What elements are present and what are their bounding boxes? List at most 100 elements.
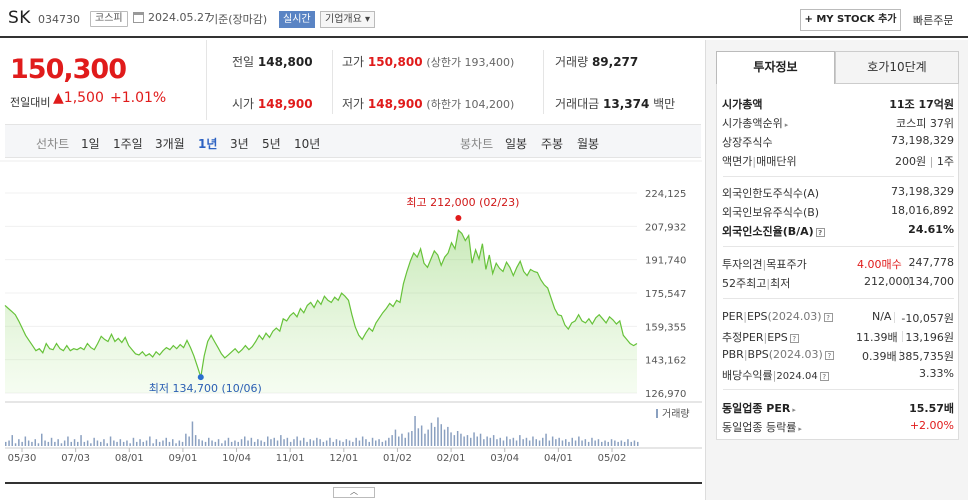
volume-bar <box>299 440 302 446</box>
volume-bar <box>607 441 609 446</box>
help-icon[interactable]: ? <box>815 227 825 237</box>
chart-period-bar: 선차트 1일 1주일 3개월 1년 3년 5년 10년 봉차트 일봉 주봉 월봉 <box>5 124 701 158</box>
volume-bar <box>443 429 446 446</box>
candle-weekly[interactable]: 주봉 <box>541 137 564 151</box>
volume-bar <box>597 439 600 446</box>
volume-bar <box>587 441 590 446</box>
volume-bar <box>322 441 325 446</box>
y-tick-label: 191,740 <box>645 256 686 267</box>
volume-bar <box>250 437 253 446</box>
volume-bar <box>234 440 236 446</box>
collapse-chart-button[interactable]: ︿ <box>333 487 375 498</box>
my-stock-label: MY STOCK 추가 <box>816 14 897 25</box>
volume-bar <box>41 433 43 446</box>
volume-bar <box>420 425 423 446</box>
volume-bar <box>637 441 639 446</box>
volume-bar <box>152 443 154 446</box>
volume-bar <box>90 443 92 446</box>
help-icon[interactable]: ? <box>819 371 829 381</box>
company-overview-dropdown[interactable]: 기업개요 ▾ <box>320 11 376 28</box>
volume-bar <box>47 441 50 446</box>
volume-bar <box>489 437 492 446</box>
volume-bar <box>450 432 452 446</box>
x-tick-label: 11/01 <box>276 453 305 464</box>
volume-bar <box>555 439 557 446</box>
volume-bar <box>237 441 239 446</box>
y-tick-label: 126,970 <box>645 389 686 400</box>
volume-bar <box>483 439 485 446</box>
quick-order-link[interactable]: 빠른주문 <box>913 14 954 27</box>
volume-bar <box>100 441 102 446</box>
volume-bar <box>447 426 449 446</box>
price-line <box>4 229 638 378</box>
x-tick-label: 04/01 <box>544 453 573 464</box>
my-stock-add-button[interactable]: + MY STOCK 추가 <box>800 9 901 31</box>
period-3m[interactable]: 3개월 <box>155 137 185 151</box>
volume-bar <box>247 440 249 446</box>
volume-bar <box>519 435 521 446</box>
period-1y[interactable]: 1년 <box>198 137 218 151</box>
volume-bar <box>532 436 534 446</box>
volume-bar <box>565 439 567 446</box>
quote-date: 2024.05.27 <box>148 11 211 24</box>
volume-bar <box>37 443 40 446</box>
caret-right-icon: ▸ <box>792 406 796 414</box>
volume-bar <box>623 441 626 446</box>
period-3y[interactable]: 3년 <box>230 137 249 151</box>
volume-bar <box>309 439 311 446</box>
quote-basis: 기준(장마감) <box>208 13 268 26</box>
realtime-button[interactable]: 실시간 <box>279 11 315 28</box>
volume-bar <box>73 439 76 446</box>
volume-bar <box>214 441 217 446</box>
candle-daily[interactable]: 일봉 <box>505 137 528 151</box>
volume-bar <box>122 441 125 446</box>
stock-name: SK <box>8 8 31 28</box>
volume-bar <box>440 424 442 446</box>
info-tabs: 투자정보 호가10단계 <box>716 51 959 84</box>
sector-change-row[interactable]: 동일업종 등락률 ▸ +2.00% <box>722 419 954 434</box>
market-cap-rank-row[interactable]: 시가총액순위 ▸ 코스피 37위 <box>722 117 954 130</box>
volume-bar <box>548 440 551 446</box>
opinion-row: 투자의견|목표주가 4.00매수 247,778 <box>722 256 954 271</box>
low-annotation: 최저 134,700 (10/06) <box>149 382 262 395</box>
volume-bar <box>80 435 82 446</box>
volume-bar <box>280 435 282 446</box>
period-5y[interactable]: 5년 <box>262 137 281 151</box>
volume-bar <box>83 441 86 446</box>
period-1d[interactable]: 1일 <box>81 137 100 151</box>
volume-bar <box>303 437 305 446</box>
period-1w[interactable]: 1주일 <box>113 137 143 151</box>
volume-bar <box>506 436 508 446</box>
help-icon[interactable]: ? <box>789 333 799 343</box>
tab-order-book[interactable]: 호가10단계 <box>835 51 959 84</box>
period-10y[interactable]: 10년 <box>294 137 321 151</box>
tab-investment-info[interactable]: 투자정보 <box>716 51 835 84</box>
current-price-panel: 150,300 전일대비 ▲1,500 +1.01% <box>0 40 205 120</box>
volume-bar <box>515 440 518 446</box>
trade-amount: 거래대금 13,374 백만 <box>555 97 676 111</box>
caret-right-icon: ▸ <box>784 121 789 129</box>
divider <box>723 176 954 177</box>
volume-bar <box>617 441 619 446</box>
candle-monthly[interactable]: 월봉 <box>577 137 600 151</box>
help-icon[interactable]: ? <box>824 350 834 360</box>
foreign-limit-row: 외국인한도주식수(A) 73,198,329 <box>722 185 954 200</box>
volume-bar <box>456 431 459 446</box>
volume-bar <box>502 440 505 446</box>
price-area-fill <box>5 230 637 393</box>
pbr-row: PBR|BPS(2024.03)? 0.39배 385,735원 <box>722 348 954 363</box>
week52-row: 52주최고|최저 212,000 134,700 <box>722 275 954 290</box>
volume-bar <box>401 433 403 446</box>
volume-bar <box>136 441 138 446</box>
help-icon[interactable]: ? <box>823 312 833 322</box>
sector-per-row[interactable]: 동일업종 PER ▸ 15.57배 <box>722 402 954 415</box>
volume-bar <box>60 443 63 446</box>
market-badge: 코스피 <box>90 11 128 27</box>
volume-bar <box>522 439 524 446</box>
volume-bar <box>168 441 171 446</box>
volume-bar <box>172 439 174 446</box>
volume-bar <box>394 429 397 446</box>
volume-bar <box>404 437 406 446</box>
volume-bar <box>496 439 498 446</box>
high-marker <box>455 214 462 221</box>
